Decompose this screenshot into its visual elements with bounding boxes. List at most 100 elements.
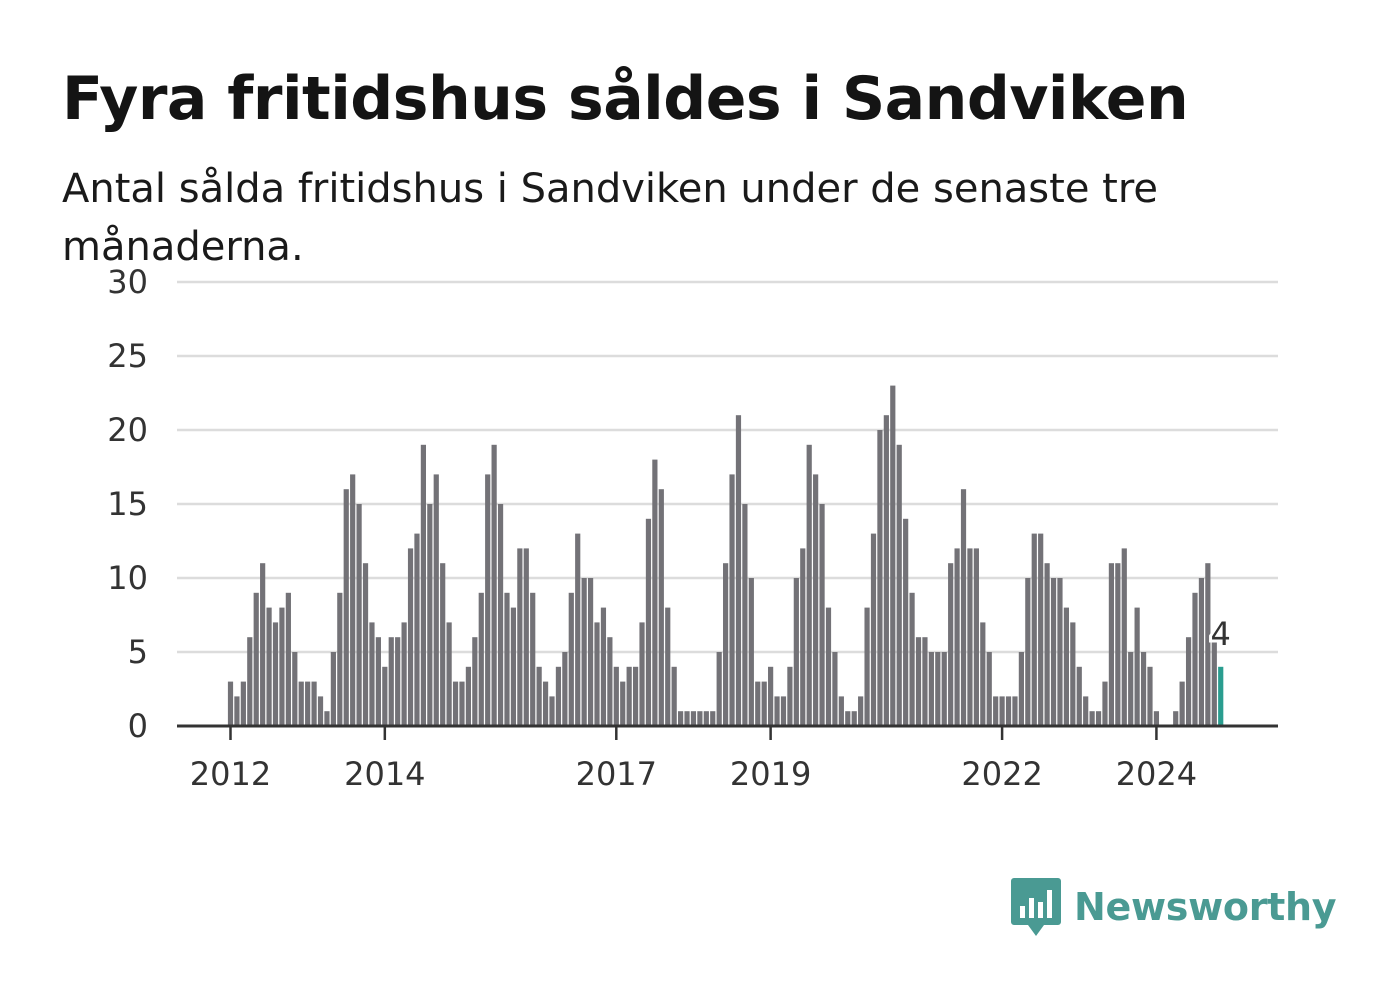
- bar: [472, 637, 478, 726]
- bar: [298, 681, 304, 726]
- bar: [1121, 548, 1127, 726]
- bar: [465, 666, 472, 726]
- bar: [755, 681, 761, 726]
- bar: [980, 622, 986, 726]
- bar: [446, 622, 452, 726]
- bar: [915, 637, 922, 726]
- bar: [317, 696, 324, 726]
- bar: [967, 548, 973, 726]
- bar: [723, 563, 729, 726]
- bar: [903, 518, 909, 726]
- bar: [832, 652, 838, 726]
- y-tick-label: 30: [107, 263, 148, 301]
- bar: [1134, 607, 1140, 726]
- bar: [227, 681, 234, 726]
- bar: [292, 652, 298, 726]
- bar: [485, 474, 491, 726]
- x-tick-label: 2022: [961, 755, 1042, 793]
- bar: [909, 592, 915, 726]
- bar: [1147, 666, 1153, 726]
- bar: [806, 444, 812, 726]
- bar: [819, 504, 825, 726]
- bar: [375, 637, 381, 726]
- bar: [523, 548, 529, 726]
- bar: [1050, 578, 1057, 726]
- bar: [922, 637, 928, 726]
- bar: [1063, 607, 1069, 726]
- bar: [658, 489, 664, 726]
- x-tick-label: 2017: [576, 755, 657, 793]
- bar: [388, 637, 394, 726]
- bar: [600, 607, 607, 726]
- bar: [1025, 578, 1031, 726]
- y-tick-label: 25: [107, 337, 148, 375]
- bar: [877, 430, 883, 726]
- bar: [665, 607, 671, 726]
- bar: [1108, 563, 1115, 726]
- bar: [497, 504, 504, 726]
- bar: [787, 666, 793, 726]
- bar: [575, 533, 581, 726]
- bar: [305, 681, 311, 726]
- bar: [1095, 711, 1102, 726]
- bar: [1018, 652, 1024, 726]
- bar: [697, 711, 703, 726]
- bar: [626, 666, 632, 726]
- bar: [780, 696, 787, 726]
- bar: [1102, 681, 1108, 726]
- bar: [324, 711, 330, 726]
- bar: [279, 607, 285, 726]
- bar: [240, 681, 246, 726]
- bar: [1192, 592, 1198, 726]
- x-tick-label: 2024: [1116, 755, 1197, 793]
- bar: [253, 592, 259, 726]
- bar: [825, 607, 832, 726]
- bar: [440, 563, 446, 726]
- bar: [774, 696, 780, 726]
- bar: [941, 652, 947, 726]
- bar: [504, 592, 510, 726]
- bar: [452, 681, 459, 726]
- bar: [973, 548, 979, 726]
- bar: [1044, 563, 1050, 726]
- bar: [1031, 533, 1037, 726]
- bar: [986, 652, 992, 726]
- bar: [1128, 652, 1134, 726]
- bar: [420, 444, 426, 726]
- bar: [407, 548, 414, 726]
- bar: [555, 666, 562, 726]
- bar: [343, 489, 349, 726]
- bar: [285, 592, 291, 726]
- bar: [433, 474, 439, 726]
- y-tick-label: 5: [128, 633, 148, 671]
- bar: [639, 622, 645, 726]
- bar: [813, 474, 819, 726]
- bar: [562, 652, 568, 726]
- bar: [260, 563, 266, 726]
- bar: [652, 459, 658, 726]
- bar: [1083, 696, 1089, 726]
- x-tick-label: 2019: [730, 755, 811, 793]
- bar: [742, 504, 748, 726]
- bar: [1076, 666, 1082, 726]
- last-value-label: 4: [1211, 615, 1231, 653]
- bar: [948, 563, 954, 726]
- bar: [896, 444, 902, 726]
- bar: [800, 548, 806, 726]
- bar: [671, 666, 677, 726]
- bar: [851, 711, 857, 726]
- bar: [587, 578, 594, 726]
- bar: [369, 622, 375, 726]
- bar: [1198, 578, 1205, 726]
- y-tick-label: 20: [107, 411, 148, 449]
- bar: [1038, 533, 1044, 726]
- bar: [1057, 578, 1063, 726]
- bar: [960, 489, 967, 726]
- bar: [1012, 696, 1018, 726]
- bar: [1140, 652, 1147, 726]
- bar: [414, 533, 420, 726]
- bar: [510, 607, 517, 726]
- bar: [530, 592, 536, 726]
- bar: [793, 578, 799, 726]
- chart-title: Fyra fritidshus såldes i Sandviken: [62, 64, 1189, 134]
